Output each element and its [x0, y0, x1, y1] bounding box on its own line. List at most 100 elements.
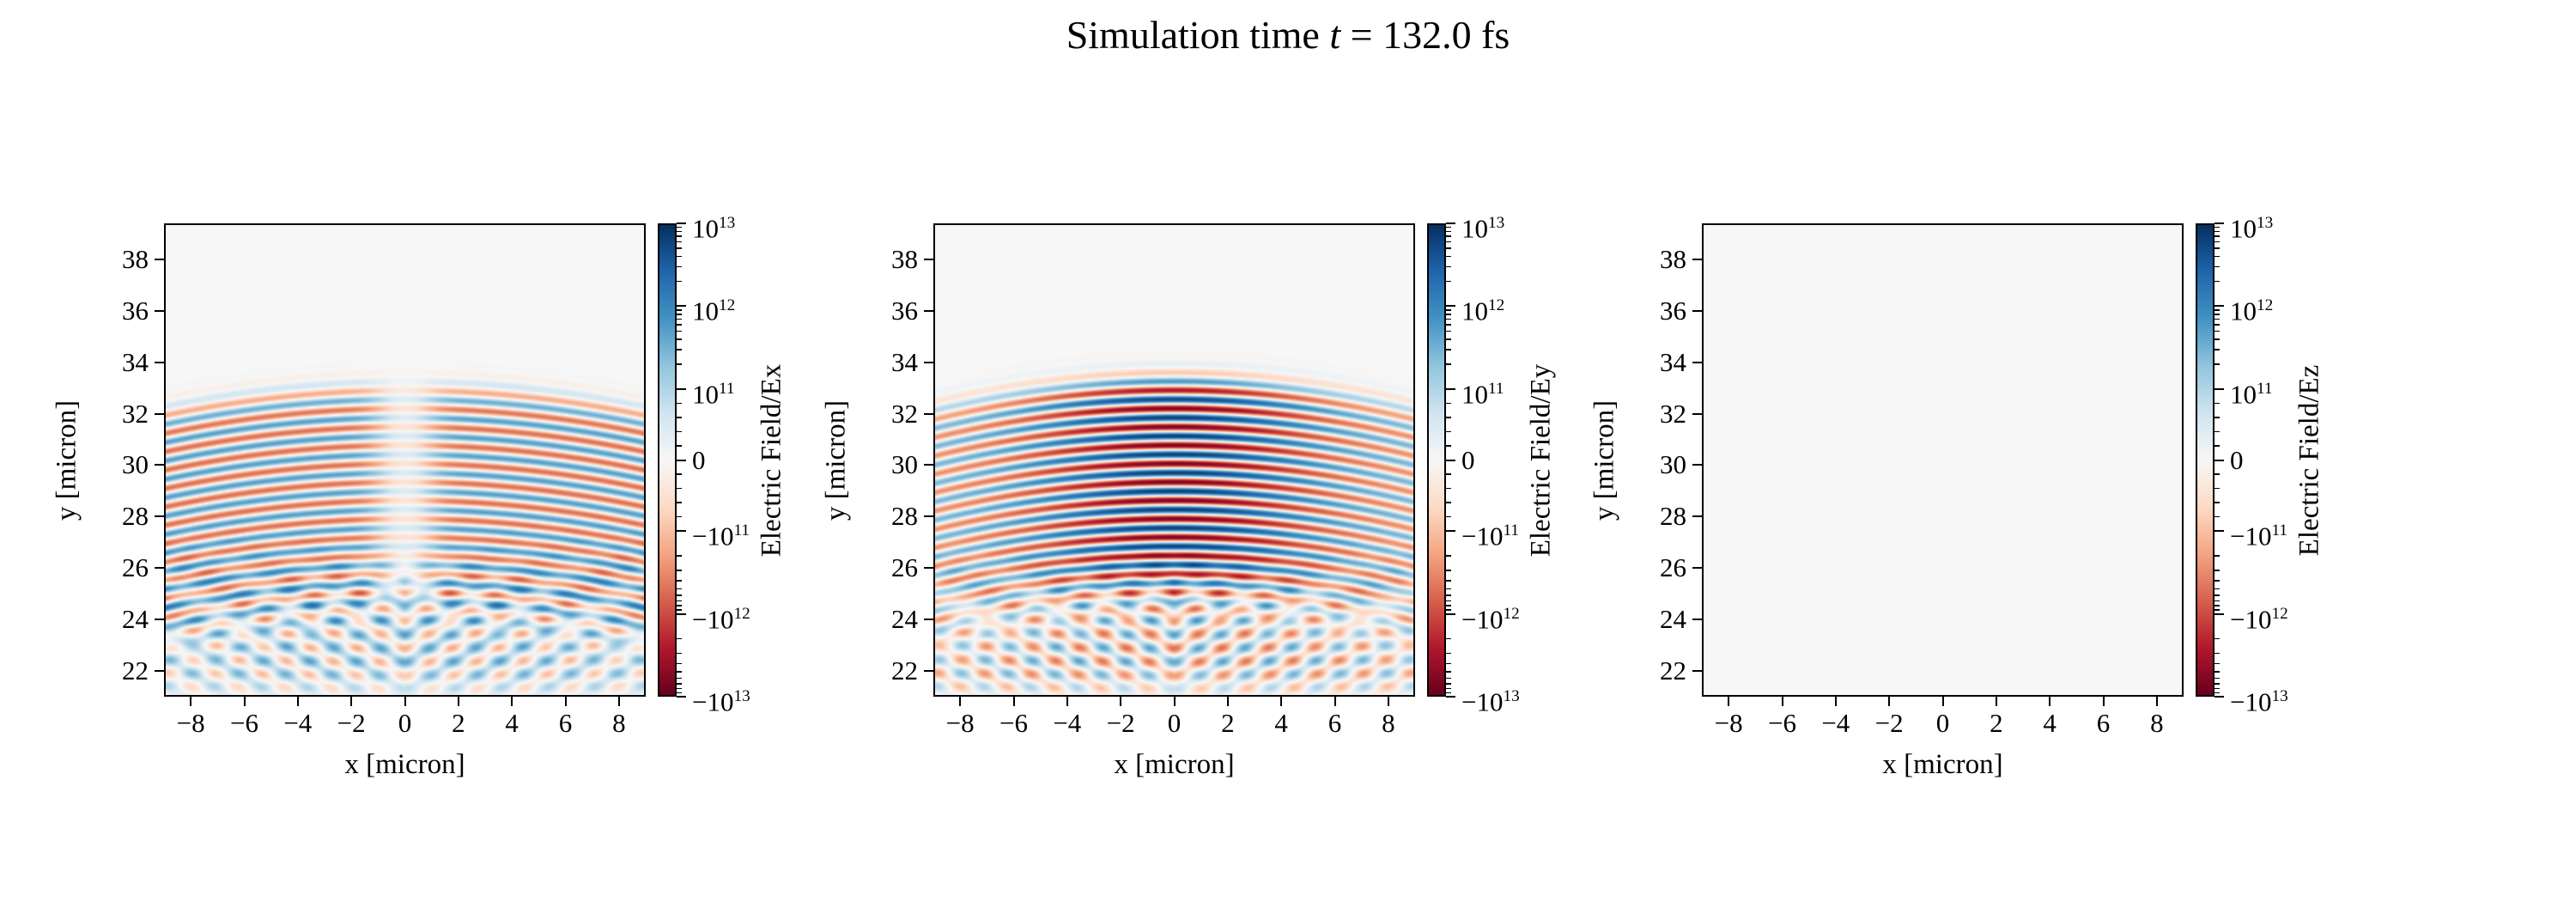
x-tick-label: 6 — [2096, 708, 2111, 738]
colorbar-minor-tick — [677, 230, 682, 233]
colorbar-minor-tick — [2215, 677, 2220, 680]
colorbar-tick-label: 0 — [692, 444, 706, 475]
colorbar-minor-tick — [2215, 487, 2220, 490]
subplot-ez: −8 −6 −4 −2 0 2 4 6 8 22 24 26 28 30 32 34 36 38 x [micr… — [1589, 214, 2325, 780]
colorbar-minor-tick — [2215, 692, 2220, 694]
colorbar-minor-tick — [1446, 230, 1451, 233]
colorbar-minor-tick — [2215, 430, 2220, 433]
colorbar-tick-label: −1012 — [2230, 603, 2288, 634]
colorbar-minor-tick — [2215, 683, 2220, 685]
colorbar-minor-tick — [2215, 363, 2220, 365]
colorbar-minor-tick — [2215, 230, 2220, 233]
x-tick-label: −6 — [1768, 708, 1796, 738]
colorbar-tick-label: 1013 — [692, 213, 736, 244]
colorbar-major-tick — [677, 696, 686, 698]
colorbar-minor-tick — [1446, 605, 1451, 606]
colorbar-minor-tick — [677, 235, 682, 237]
y-tick-mark — [155, 670, 164, 673]
colorbar-minor-tick — [677, 241, 682, 243]
y-tick-label: 30 — [1660, 449, 1686, 480]
x-tick-mark — [1728, 697, 1730, 706]
colorbar-minor-tick — [1446, 363, 1451, 365]
x-axis-label: x [micron] — [1114, 749, 1235, 780]
colorbar-minor-tick — [1446, 349, 1451, 350]
x-tick-label: 2 — [1221, 708, 1235, 738]
colorbar-minor-tick — [677, 692, 682, 694]
y-tick-mark — [1692, 464, 1702, 466]
colorbar-minor-tick — [1446, 324, 1451, 326]
colorbar-minor-tick — [2215, 417, 2220, 418]
colorbar-major-tick — [677, 222, 686, 224]
subplot-ey: −8 −6 −4 −2 0 2 4 6 8 22 24 26 28 30 32 34 36 38 x [micr… — [821, 214, 1557, 780]
colorbar-minor-tick — [2215, 314, 2220, 315]
colorbar-minor-tick — [677, 318, 682, 320]
y-tick-label: 28 — [1660, 501, 1686, 532]
colorbar-tick-label: 1011 — [2230, 379, 2273, 410]
colorbar-minor-tick — [2215, 605, 2220, 606]
colorbar-major-tick — [2215, 459, 2224, 461]
colorbar-tick-label: 1011 — [1461, 379, 1504, 410]
colorbar-minor-tick — [1446, 555, 1451, 557]
colorbar-minor-tick — [677, 247, 682, 249]
figure-title: Simulation time t = 132.0 fs — [0, 12, 2576, 58]
colorbar-gradient — [2196, 223, 2215, 697]
colorbar-tick-label: 0 — [2230, 444, 2244, 475]
colorbar-minor-tick — [677, 570, 682, 571]
x-tick-label: 0 — [1935, 708, 1950, 738]
y-tick-mark — [1692, 619, 1702, 621]
colorbar-minor-tick — [1446, 677, 1451, 680]
y-tick-label: 24 — [122, 604, 149, 635]
heatmap-ey — [935, 225, 1413, 695]
colorbar-minor-tick — [677, 349, 682, 350]
colorbar-minor-tick — [677, 652, 682, 655]
colorbar-tick-label: −1013 — [1461, 686, 1520, 717]
colorbar-minor-tick — [2215, 235, 2220, 237]
colorbar-major-tick — [677, 613, 686, 615]
colorbar-major-tick — [2215, 696, 2224, 698]
x-tick-label: −4 — [1053, 708, 1082, 738]
colorbar-major-tick — [1446, 530, 1455, 533]
colorbar-minor-tick — [677, 515, 682, 518]
y-tick-mark — [924, 412, 933, 415]
x-tick-mark — [1226, 697, 1229, 706]
colorbar-tick-label: 1011 — [692, 379, 735, 410]
y-tick-label: 32 — [122, 398, 149, 429]
colorbar-minor-tick — [1446, 338, 1451, 340]
y-tick-mark — [1692, 567, 1702, 570]
colorbar-tick-label: 1012 — [692, 296, 736, 326]
x-tick-mark — [1280, 697, 1283, 706]
colorbar-minor-tick — [1446, 637, 1451, 640]
colorbar-minor-tick — [677, 555, 682, 557]
x-tick-label: 8 — [2150, 708, 2164, 738]
colorbar: 1013 1012 1011 0 −1011 −1012 −1013 Electric Fi… — [658, 214, 787, 716]
y-tick-mark — [924, 567, 933, 570]
y-tick-mark — [924, 515, 933, 518]
x-tick-label: 2 — [452, 708, 465, 738]
y-tick-label: 36 — [122, 295, 149, 326]
y-tick-mark — [924, 309, 933, 312]
x-tick-label: −8 — [176, 708, 205, 738]
y-tick-label: 26 — [122, 552, 149, 583]
y-tick-mark — [1692, 361, 1702, 363]
colorbar-minor-tick — [677, 309, 682, 311]
colorbar-minor-tick — [1446, 487, 1451, 490]
y-tick-label: 32 — [891, 398, 918, 429]
colorbar-major-tick — [2215, 222, 2224, 224]
y-tick-mark — [1692, 258, 1702, 260]
colorbar-minor-tick — [2215, 502, 2220, 503]
y-tick-label: 30 — [122, 449, 149, 480]
colorbar-minor-tick — [677, 338, 682, 340]
colorbar-minor-tick — [1446, 662, 1451, 665]
colorbar-minor-tick — [677, 502, 682, 503]
y-tick-label: 28 — [122, 501, 149, 532]
colorbar-major-tick — [677, 459, 686, 461]
x-tick-label: 0 — [398, 708, 412, 738]
colorbar-minor-tick — [677, 402, 682, 405]
colorbar-minor-tick — [2215, 580, 2220, 582]
colorbar-major-tick — [2215, 305, 2224, 308]
x-tick-mark — [457, 697, 459, 706]
colorbar-minor-tick — [1446, 652, 1451, 655]
colorbar-minor-tick — [2215, 594, 2220, 596]
colorbar-minor-tick — [1446, 671, 1451, 673]
